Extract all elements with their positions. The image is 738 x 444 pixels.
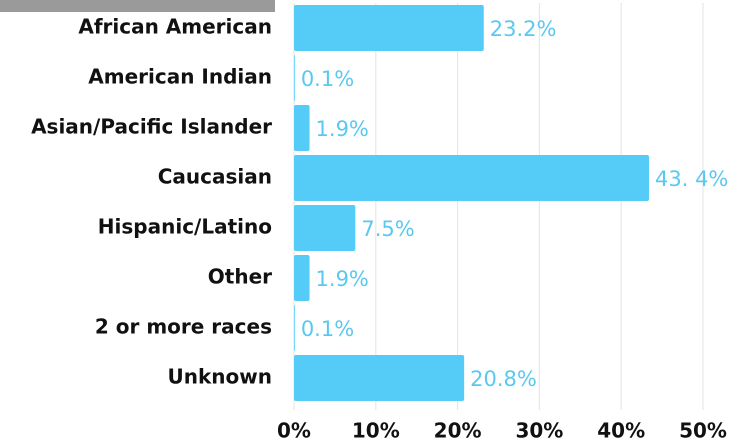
y-tick-label: Hispanic/Latino bbox=[98, 215, 272, 239]
y-tick-label: Asian/Pacific Islander bbox=[31, 115, 272, 139]
y-tick-label: Unknown bbox=[168, 365, 272, 389]
value-label: 1.9% bbox=[316, 267, 369, 291]
x-tick-label: 50% bbox=[679, 419, 727, 443]
x-tick-label: 0% bbox=[277, 419, 311, 443]
header-strip bbox=[0, 0, 275, 12]
x-tick-label: 40% bbox=[597, 419, 645, 443]
y-tick-label: Other bbox=[208, 265, 272, 289]
value-label: 7.5% bbox=[361, 217, 414, 241]
x-tick-label: 20% bbox=[434, 419, 482, 443]
y-tick-label: African American bbox=[78, 15, 272, 39]
x-tick-label: 10% bbox=[352, 419, 400, 443]
y-tick-label: 2 or more races bbox=[95, 315, 272, 339]
x-tick-label: 30% bbox=[515, 419, 563, 443]
bar bbox=[294, 5, 484, 51]
y-tick-label: Caucasian bbox=[158, 165, 272, 189]
bar bbox=[294, 255, 310, 301]
value-label: 43. 4% bbox=[655, 167, 728, 191]
bar bbox=[294, 305, 295, 351]
bar bbox=[294, 355, 465, 401]
bar bbox=[294, 55, 295, 101]
bar bbox=[294, 105, 310, 151]
value-label: 1.9% bbox=[316, 117, 369, 141]
value-label: 0.1% bbox=[301, 67, 354, 91]
value-label: 20.8% bbox=[470, 367, 537, 391]
bar bbox=[294, 205, 356, 251]
bar bbox=[294, 155, 650, 201]
value-label: 0.1% bbox=[301, 317, 354, 341]
value-label: 23.2% bbox=[490, 17, 557, 41]
y-tick-label: American Indian bbox=[88, 65, 272, 89]
